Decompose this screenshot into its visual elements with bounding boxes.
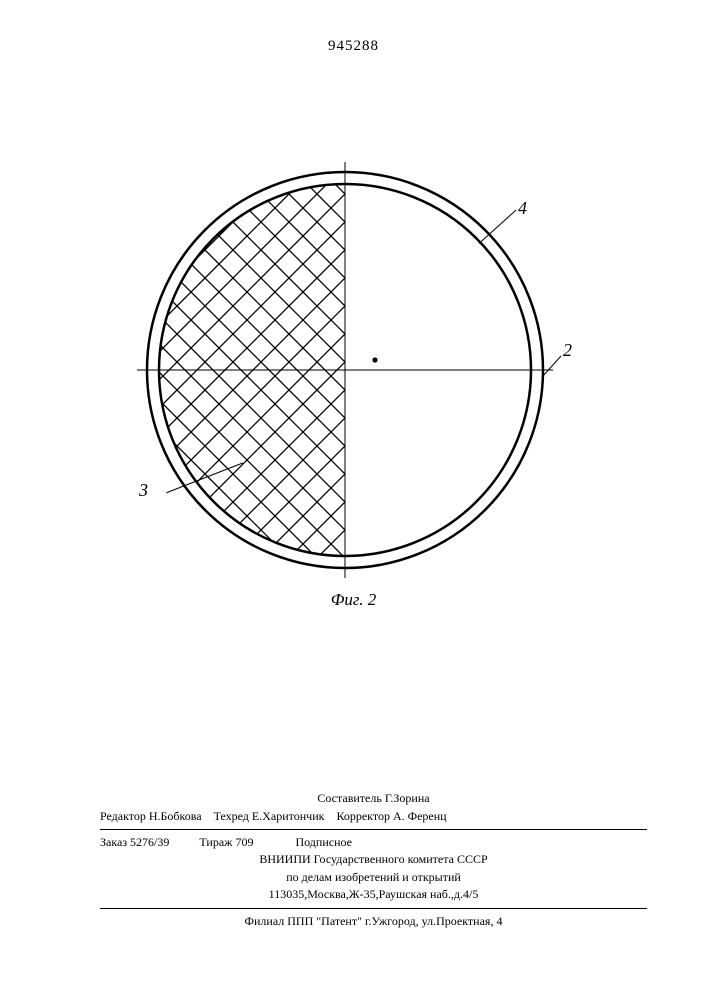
corrector: Корректор А. Ференц [336, 809, 446, 823]
label-2: 2 [563, 340, 572, 361]
label-3: 3 [139, 480, 148, 501]
tech-editor: Техред Е.Харитончик [214, 809, 325, 823]
order-number: Заказ 5276/39 [100, 835, 169, 849]
org-line1: ВНИИПИ Государственного комитета СССР [259, 852, 487, 866]
figure-2: 4 2 3 [95, 120, 595, 620]
figure-caption: Фиг. 2 [0, 590, 707, 610]
subscription: Подписное [295, 835, 352, 849]
colophon-block: Составитель Г.Зорина Редактор Н.Бобкова … [100, 790, 647, 930]
patent-number: 945288 [0, 38, 707, 55]
print-run: Тираж 709 [199, 835, 253, 849]
figure-svg [95, 120, 595, 620]
address2: Филиал ППП "Патент" г.Ужгород, ул.Проект… [245, 914, 503, 928]
compiler: Составитель Г.Зорина [317, 791, 429, 805]
editor: Редактор Н.Бобкова [100, 809, 202, 823]
address1: 113035,Москва,Ж-35,Раушская наб.,д.4/5 [269, 887, 479, 901]
label-4: 4 [518, 198, 527, 219]
org-line2: по делам изобретений и открытий [286, 870, 461, 884]
